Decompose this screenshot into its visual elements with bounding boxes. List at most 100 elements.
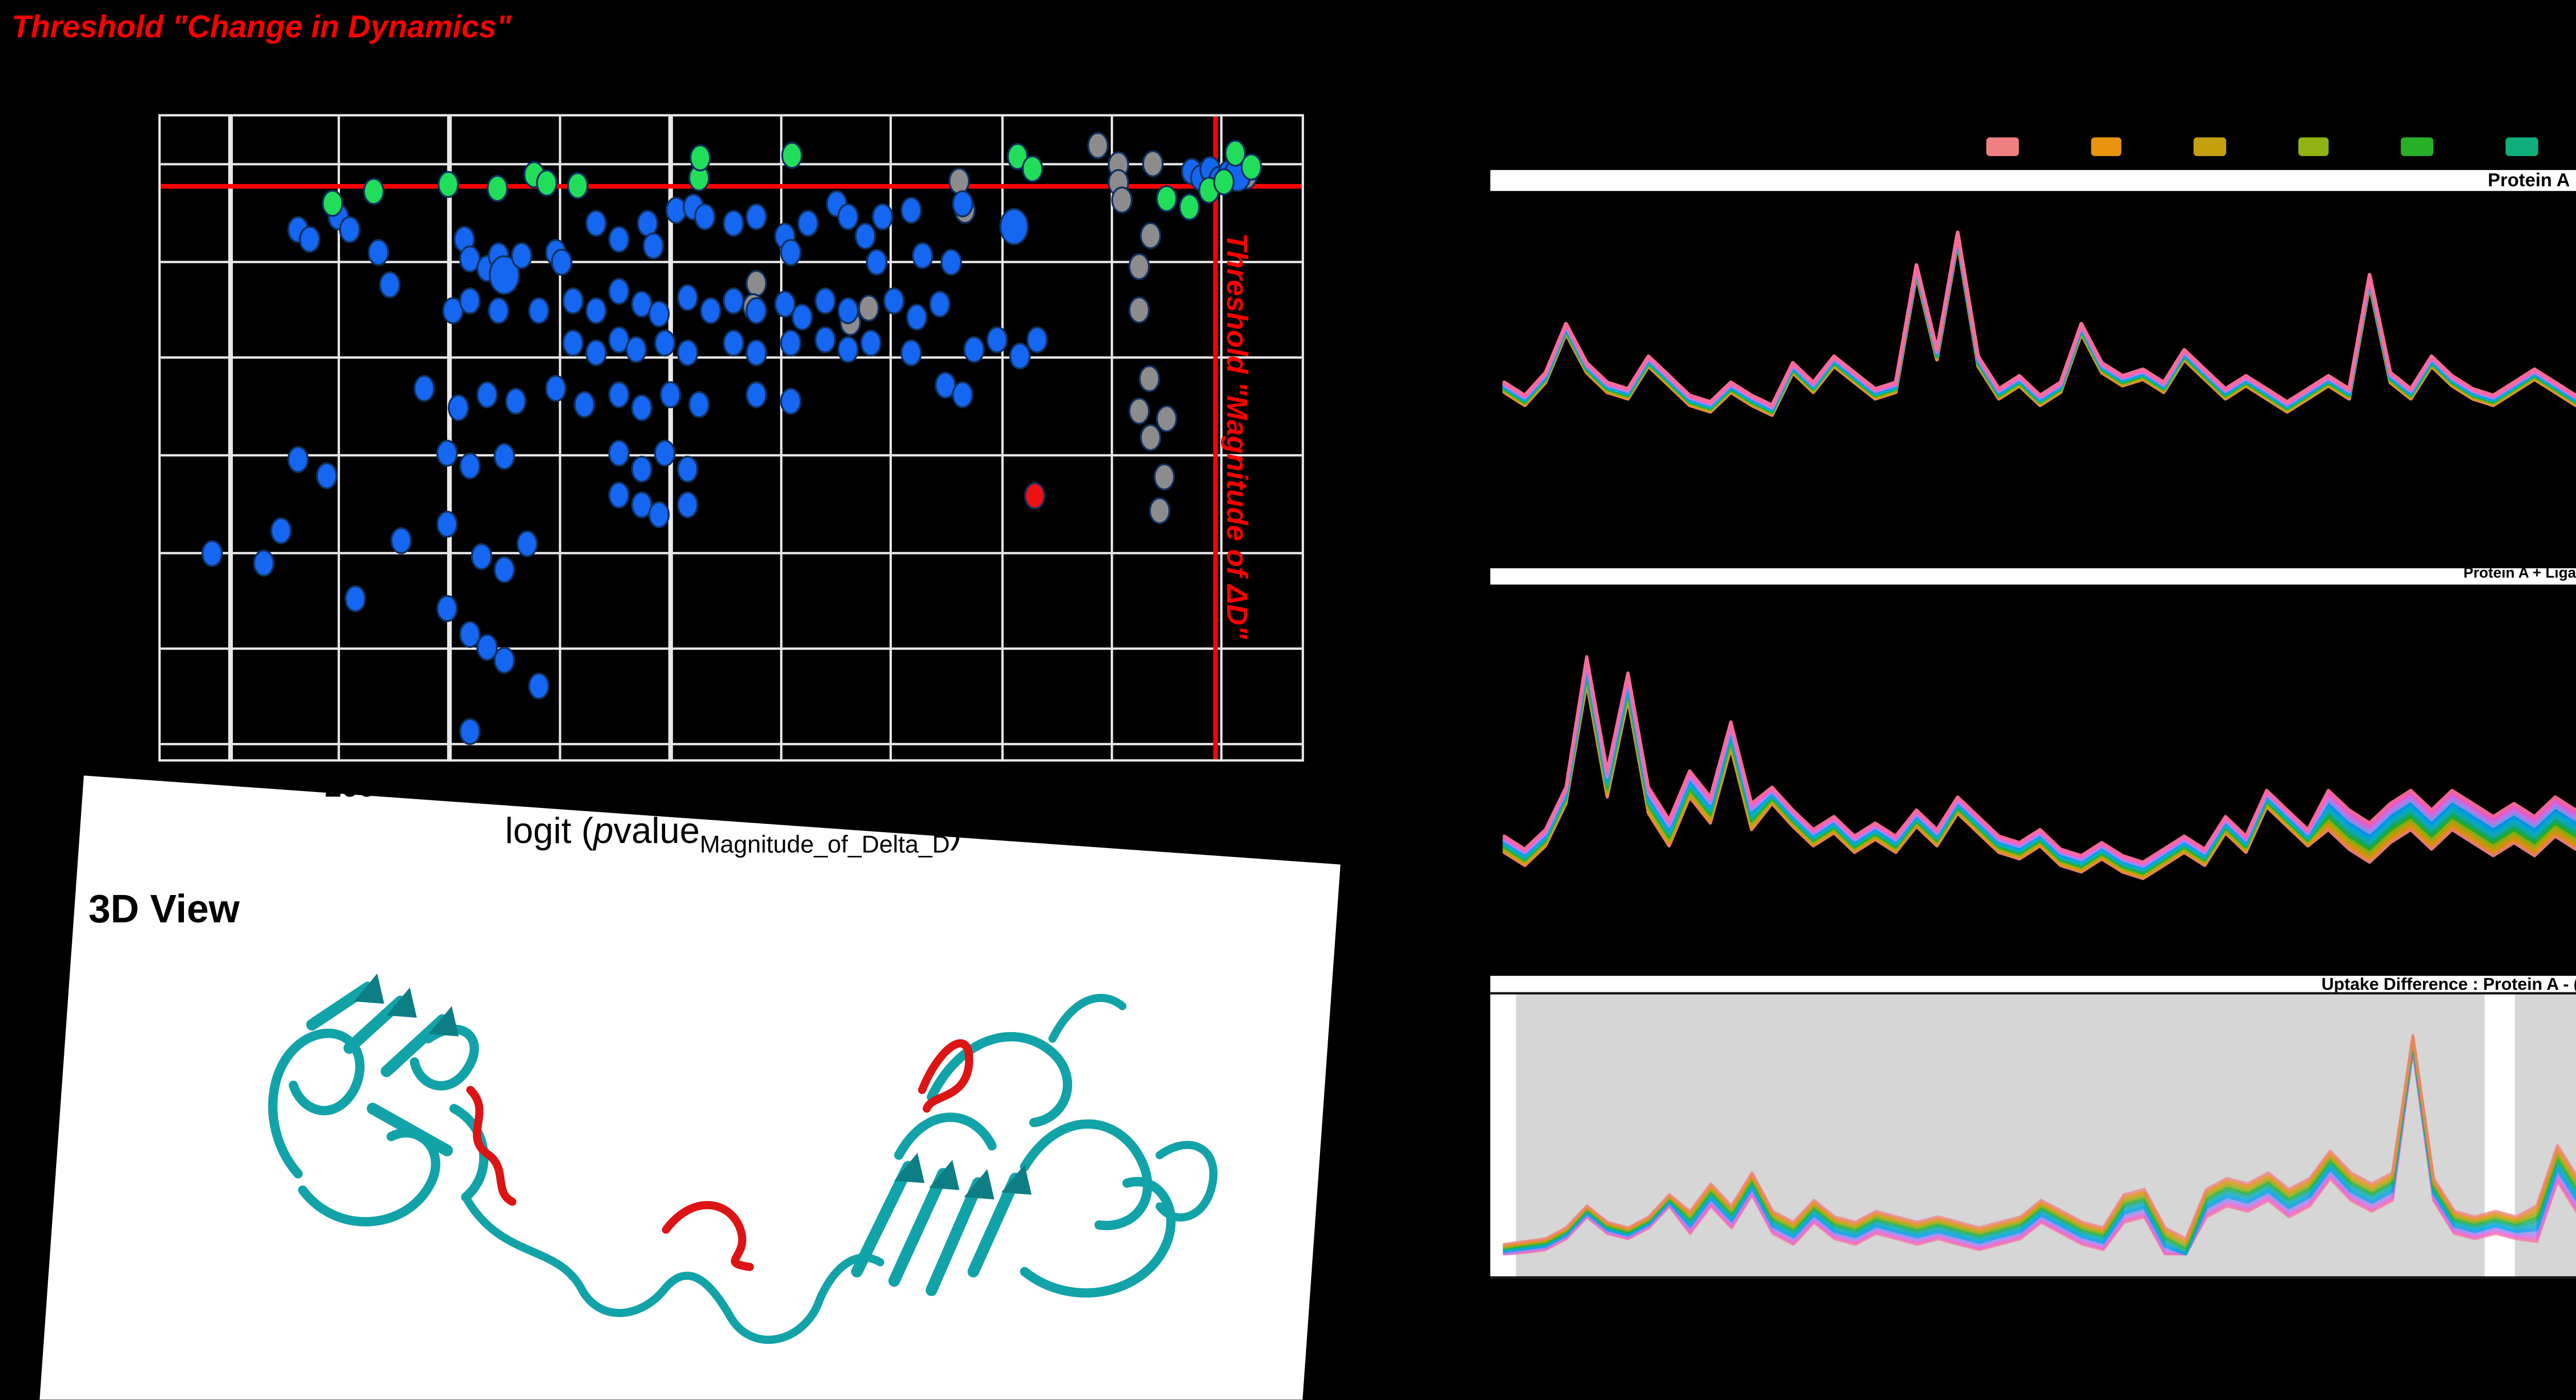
scatter-point-excluded [745,269,767,297]
uptake-series-line [1502,1037,2576,1249]
scatter-point-not-significant [379,271,401,298]
scatter-point-not-significant [676,284,699,311]
legend-swatch-4[interactable] [2298,137,2330,156]
beta-strand-arrowhead [964,1169,994,1200]
legend-swatch-6[interactable] [2505,137,2537,156]
ribbon-segment [306,982,374,1031]
uptake-series-line [1502,1045,2576,1256]
scatter-point-excluded [1156,405,1178,432]
uptake-chart-protein-a-ligand[interactable] [1490,584,2576,956]
beta-strand-arrowhead [386,987,417,1018]
beta-strand-arrowhead [428,1006,459,1037]
scatter-point-not-significant [476,634,498,661]
scatter-point-significant [437,171,459,198]
legend-swatch-5[interactable] [2401,137,2433,156]
scatter-point-not-significant [436,440,458,467]
scatter-point-not-significant [952,381,974,409]
scatter-point-not-significant [1026,326,1048,353]
scatter-point-not-significant [900,196,922,224]
scatter-point-excluded [1140,424,1162,451]
ribbon-highlight-segment [466,1086,517,1206]
scatter-point-significant [321,190,344,217]
scatter-point-not-significant [562,287,584,315]
volcano-gridline-v [889,116,892,760]
scatter-point-not-significant [999,208,1029,245]
scatter-point-not-significant [287,446,309,473]
scatter-point-excluded [1128,296,1150,324]
beta-strand-arrowhead [354,973,384,1004]
uptake-series-line [1502,1038,2576,1250]
ribbon-segment [659,1271,824,1344]
scatter-point-not-significant [963,336,985,363]
scatter-point-excluded [858,294,880,322]
scatter-point-significant [567,172,589,199]
uptake-series-line [1502,1046,2576,1256]
scatter-point-not-significant [780,239,802,266]
scatter-point-not-significant [883,287,905,315]
ribbon-segment [298,1128,440,1227]
scatter-point-not-significant [900,339,922,366]
scatter-point-not-significant [528,297,550,325]
ribbon-segment [268,1028,365,1179]
volcano-scatter-points[interactable] [161,116,1307,764]
scatter-point-not-significant [872,203,893,231]
ribbon-highlight-segment [918,1039,974,1113]
scatter-point-not-significant [339,216,361,243]
legend-swatch-2[interactable] [2090,137,2122,156]
panel-title-protein-a: Protein A [1490,170,2576,192]
scatter-point-significant [689,144,711,172]
no-coverage-band [1490,994,1516,1276]
volcano-plot[interactable] [158,114,1304,762]
scatter-point-not-significant [201,540,223,567]
uptake-difference-plot-area[interactable] [1490,994,2576,1279]
scatter-point-excluded [1139,365,1160,393]
legend-swatch-3[interactable] [2194,137,2226,156]
scatter-point-excluded [1111,187,1133,214]
scatter-point-significant [1022,155,1043,182]
scatter-point-not-significant [573,391,596,418]
ribbon-segment [816,1253,885,1304]
scatter-point-significant [363,178,385,205]
scatter-point-not-significant [676,456,699,483]
scatter-point-not-significant [940,248,962,276]
scatter-point-significant [1241,153,1262,181]
protein-ribbon-structure[interactable] [233,969,1304,1399]
volcano-gridline-h [160,551,1302,554]
uptake-series-line [1502,1034,2576,1246]
ribbon-segment [366,1103,453,1157]
scatter-point-not-significant [722,287,744,315]
scatter-point-not-significant [625,336,647,363]
scatter-point-not-significant [413,375,435,402]
scatter-point-excluded [1128,397,1150,425]
scatter-point-not-significant [608,278,630,305]
scatter-point-not-significant [722,329,744,357]
uptake-series-line [1502,233,2576,410]
timepoint-legend[interactable] [1986,137,2576,161]
ribbon-segment [1020,1119,1153,1230]
scatter-point-not-significant [780,329,802,357]
volcano-gridline-v [227,116,233,760]
scatter-point-not-significant [659,381,682,409]
scatter-point-not-significant [952,190,974,217]
scatter-point-not-significant [459,452,481,480]
scatter-point-not-significant [911,242,934,269]
volcano-gridline-v [448,116,451,760]
uptake-chart-protein-a[interactable] [1490,192,2576,549]
scatter-point-excluded [1128,253,1150,280]
scatter-point-not-significant [648,501,670,529]
scatter-point-not-significant [791,303,813,331]
panel-title-protein-a-ligand: Protein A + Ligand [1490,567,2576,584]
3d-view-title: 3D View [88,887,240,932]
scatter-point-not-significant [436,595,458,622]
volcano-gridline-v [338,116,341,760]
scatter-point-not-significant [797,210,819,237]
scatter-point-significant [1156,185,1178,212]
scatter-point-not-significant [676,491,699,519]
uptake-series-line [1502,680,2576,880]
ribbon-segment [894,1112,997,1160]
volcano-gridline-v [1000,116,1004,760]
legend-swatch-1[interactable] [1986,137,2018,156]
uptake-difference-lines[interactable] [1490,994,2576,1278]
scatter-point-not-significant [745,297,767,325]
uptake-series-line [1502,671,2576,874]
